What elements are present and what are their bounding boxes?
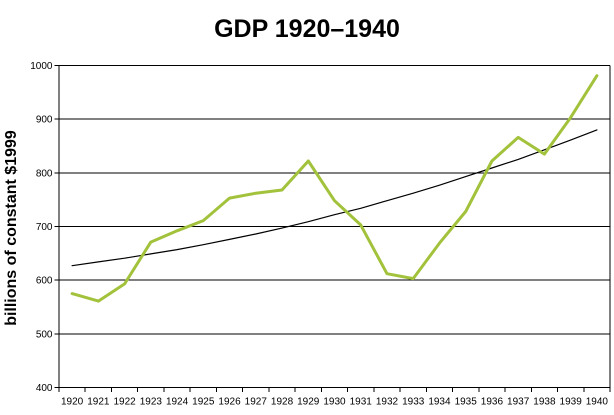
y-tick-label: 700	[36, 222, 53, 233]
x-tick-label: 1938	[533, 397, 556, 408]
x-tick-label: 1924	[166, 397, 189, 408]
x-tick-label: 1920	[61, 397, 84, 408]
y-tick-label: 600	[36, 276, 53, 287]
trend-line	[71, 129, 598, 267]
x-tick-label: 1932	[376, 397, 399, 408]
x-tick-label: 1935	[455, 397, 478, 408]
x-tick-label: 1921	[87, 397, 110, 408]
y-tick-label: 500	[36, 329, 53, 340]
y-axis-title: billions of constant $1999	[3, 130, 20, 326]
x-tick-label: 1925	[192, 397, 215, 408]
x-tick-label: 1940	[586, 397, 609, 408]
x-tick-label: 1934	[428, 397, 451, 408]
x-tick-label: 1937	[507, 397, 530, 408]
x-tick-label: 1936	[481, 397, 504, 408]
chart-title: GDP 1920–1940	[214, 15, 400, 43]
x-tick-label: 1923	[140, 397, 163, 408]
x-tick-label: 1939	[560, 397, 583, 408]
y-tick-label: 400	[36, 383, 53, 394]
gdp-line	[70, 74, 599, 303]
x-tick-label: 1928	[271, 397, 294, 408]
x-tick-label: 1929	[297, 397, 320, 408]
x-tick-label: 1926	[218, 397, 241, 408]
x-tick-label: 1931	[350, 397, 373, 408]
y-tick-label: 1000	[30, 61, 53, 72]
x-tick-label: 1927	[245, 397, 268, 408]
x-tick-label: 1930	[323, 397, 346, 408]
y-tick-label: 900	[36, 115, 53, 126]
x-tick-label: 1933	[402, 397, 425, 408]
y-tick-label: 800	[36, 168, 53, 179]
x-tick-label: 1922	[113, 397, 136, 408]
